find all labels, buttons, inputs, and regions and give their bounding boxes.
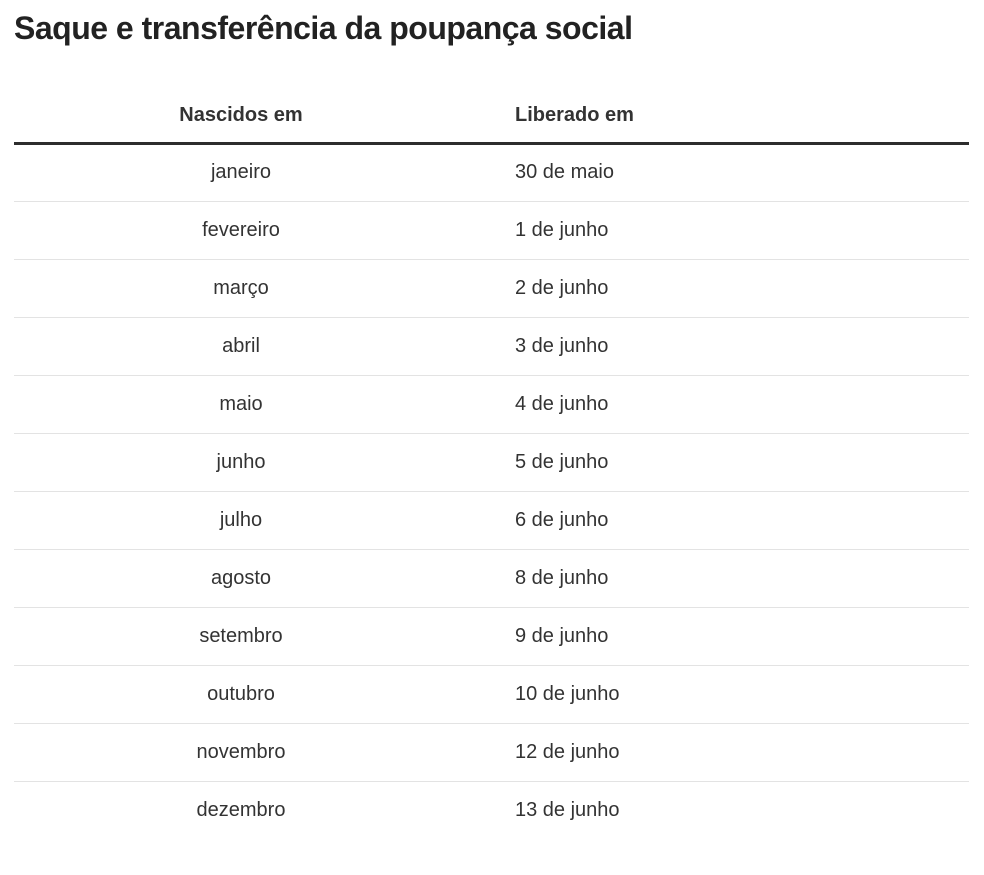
cell-release-date: 3 de junho [468,317,969,376]
table-row: maio 4 de junho [14,375,969,434]
table-row: setembro 9 de junho [14,607,969,666]
cell-release-date: 2 de junho [468,259,969,318]
table-body: janeiro 30 de maio fevereiro 1 de junho març… [14,143,969,839]
cell-birth-month: novembro [14,723,468,782]
header-row: Nascidos em Liberado em [14,90,969,145]
table-row: outubro 10 de junho [14,665,969,724]
cell-release-date: 1 de junho [468,201,969,260]
table-row: fevereiro 1 de junho [14,201,969,260]
column-header-liberado-em: Liberado em [468,90,969,145]
release-schedule-table: Nascidos em Liberado em janeiro 30 de mai… [14,90,969,839]
cell-birth-month: dezembro [14,781,468,839]
table-row: julho 6 de junho [14,491,969,550]
table-row: janeiro 30 de maio [14,143,969,202]
column-header-nascidos-em: Nascidos em [14,90,468,145]
table-title: Saque e transferência da poupança social [14,10,633,46]
cell-birth-month: março [14,259,468,318]
cell-release-date: 9 de junho [468,607,969,666]
cell-birth-month: julho [14,491,468,550]
cell-birth-month: junho [14,433,468,492]
table-row: março 2 de junho [14,259,969,318]
cell-birth-month: maio [14,375,468,434]
cell-release-date: 30 de maio [468,143,969,202]
cell-birth-month: abril [14,317,468,376]
table-row: novembro 12 de junho [14,723,969,782]
cell-birth-month: janeiro [14,143,468,202]
cell-release-date: 13 de junho [468,781,969,839]
cell-release-date: 5 de junho [468,433,969,492]
cell-release-date: 8 de junho [468,549,969,608]
table-row: agosto 8 de junho [14,549,969,608]
cell-release-date: 6 de junho [468,491,969,550]
table-row: abril 3 de junho [14,317,969,376]
cell-birth-month: fevereiro [14,201,468,260]
table-header: Nascidos em Liberado em [14,90,969,145]
article-table-block: Saque e transferência da poupança social… [0,8,984,839]
table-row: dezembro 13 de junho [14,781,969,839]
cell-birth-month: agosto [14,549,468,608]
cell-birth-month: setembro [14,607,468,666]
cell-release-date: 10 de junho [468,665,969,724]
cell-release-date: 12 de junho [468,723,969,782]
table-row: junho 5 de junho [14,433,969,492]
cell-birth-month: outubro [14,665,468,724]
cell-release-date: 4 de junho [468,375,969,434]
